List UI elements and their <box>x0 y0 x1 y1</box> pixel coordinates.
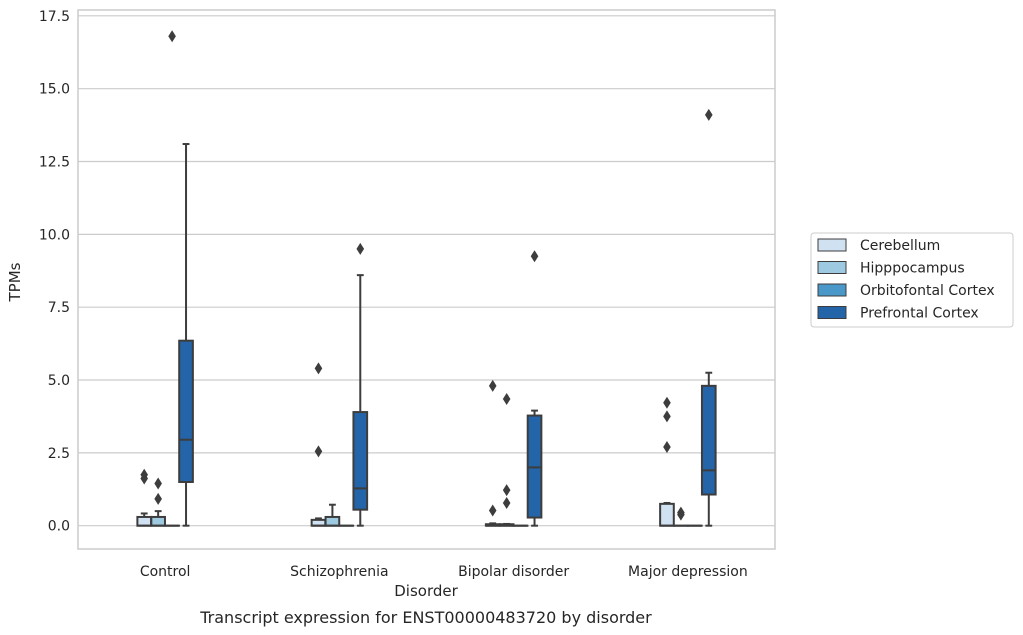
box-group <box>484 379 501 527</box>
box <box>136 515 153 527</box>
x-tick-labels: Control Schizophrenia Bipolar disorder Majo… <box>140 564 748 580</box>
plot-frame <box>77 9 776 550</box>
chart-caption: Transcript expression for ENST0000048372… <box>199 608 652 627</box>
box-group <box>310 362 327 527</box>
box <box>178 339 194 483</box>
outlier-point <box>502 392 511 405</box>
legend-label: Orbitofontal Cortex <box>860 283 995 299</box>
legend-swatch <box>817 261 847 274</box>
legend: Cerebellum Hipppocampus Orbitofontal Corte… <box>810 232 1014 328</box>
box-group <box>178 143 194 527</box>
outlier-point <box>502 484 511 497</box>
outlier-point <box>663 410 671 423</box>
outlier-point <box>314 445 323 458</box>
x-tick-label: Schizophrenia <box>290 564 388 580</box>
outlier-point <box>488 379 497 392</box>
box <box>150 515 166 527</box>
legend-frame <box>810 232 1014 328</box>
box-group <box>498 392 515 527</box>
outlier-point <box>663 396 671 409</box>
box-group <box>673 506 689 527</box>
box-group <box>352 242 369 527</box>
outlier-point <box>677 508 685 521</box>
y-axis-label: TPMs <box>6 262 24 302</box>
box-group <box>526 250 543 527</box>
legend-label: Prefrontal Cortex <box>860 306 979 322</box>
y-tick-label: 15.0 <box>39 82 70 98</box>
y-tick-label: 10.0 <box>39 227 70 243</box>
legend-swatch <box>817 238 847 252</box>
outlier-point <box>488 504 497 517</box>
outlier-point <box>663 441 671 454</box>
box-group <box>164 30 180 527</box>
box <box>324 515 341 527</box>
x-tick-label: Major depression <box>628 564 748 580</box>
legend-items: Cerebellum Hipppocampus Orbitofontal Corte… <box>817 238 995 322</box>
outlier-point <box>154 477 162 490</box>
y-tick-label: 2.5 <box>48 446 70 462</box>
outlier-point <box>704 108 713 121</box>
y-tick-label: 0.0 <box>48 519 70 535</box>
outlier-point <box>314 362 323 375</box>
y-tick-label: 12.5 <box>39 155 70 171</box>
outlier-point <box>154 492 162 505</box>
legend-label: Cerebellum <box>860 238 940 254</box>
y-tick-label: 7.5 <box>48 300 70 316</box>
box-group <box>136 468 153 527</box>
box <box>700 384 717 496</box>
x-tick-label: Bipolar disorder <box>458 564 569 580</box>
outlier-point <box>168 30 176 43</box>
legend-swatch <box>817 283 847 297</box>
box <box>659 502 675 527</box>
outlier-point <box>530 250 539 263</box>
outlier-point <box>502 496 511 509</box>
legend-swatch <box>817 306 847 319</box>
gridlines <box>78 15 775 527</box>
y-tick-label: 17.5 <box>39 9 70 25</box>
y-tick-labels: 0.0 2.5 5.0 7.5 10.0 12.5 15.0 17.5 <box>39 9 70 535</box>
box <box>352 411 369 511</box>
legend-label: Hipppocampus <box>860 261 965 277</box>
outlier-point <box>140 472 149 485</box>
box-group <box>700 108 717 527</box>
box-group <box>659 396 675 527</box>
plot-area <box>136 30 717 527</box>
outlier-point <box>356 242 365 255</box>
x-axis-label: Disorder <box>394 582 458 600</box>
box-group <box>150 477 166 527</box>
y-tick-label: 5.0 <box>48 373 70 389</box>
box-group <box>324 503 341 527</box>
x-tick-label: Control <box>140 564 191 580</box>
